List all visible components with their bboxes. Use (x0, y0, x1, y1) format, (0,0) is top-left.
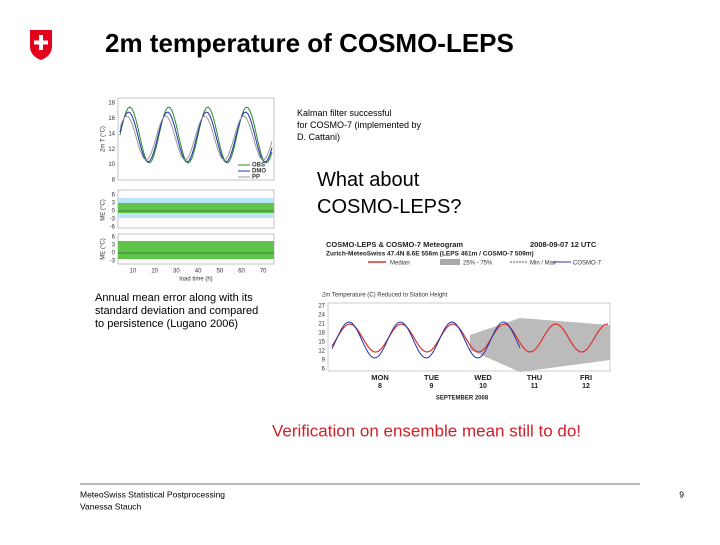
fig-run: 2008-09-07 12 UTC (530, 240, 597, 249)
date-label: 10 (479, 383, 487, 390)
tick-label: 6 (112, 193, 116, 199)
day-label: WED (474, 373, 492, 382)
date-label: 8 (378, 383, 382, 390)
day-label: THU (527, 373, 542, 382)
legend-label: 25% - 75% (463, 261, 493, 267)
title: 2m temperature of COSMO-LEPS (105, 28, 514, 58)
page-number: 9 (679, 489, 684, 499)
tick-label: 3 (112, 201, 116, 207)
tick-label: 6 (322, 367, 326, 373)
fig-title: COSMO-LEPS & COSMO-7 Meteogram (326, 240, 463, 249)
day-label: TUE (424, 373, 439, 382)
tick-label: 0 (112, 209, 116, 215)
month-label: SEPTEMBER 2008 (436, 396, 489, 402)
tick-label: 20 (151, 269, 158, 275)
tick-label: -3 (110, 259, 116, 265)
date-label: 9 (430, 383, 434, 390)
tick-label: 12 (318, 349, 325, 355)
tick-label: 16 (108, 116, 115, 122)
footer-text: Vanessa Stauch (80, 501, 142, 511)
legend-label: DMO (252, 169, 266, 175)
tick-label: 60 (238, 269, 245, 275)
todo-note: Verification on ensemble mean still to d… (272, 421, 581, 440)
logo (30, 30, 52, 60)
legend-label: Min / Max (530, 261, 556, 267)
tick-label: 70 (260, 269, 267, 275)
tick-label: 9 (322, 358, 326, 364)
axis-label: 2m T (°C) (101, 126, 107, 152)
text-block: Kalman filter successful for COSMO-7 (imp… (297, 108, 422, 142)
axis-label: ME (°C) (101, 238, 107, 259)
text-block: Annual mean error along with its standard… (95, 292, 258, 330)
tick-label: 12 (108, 147, 115, 153)
right-figure (315, 238, 613, 406)
tick-label: -3 (110, 217, 116, 223)
tick-label: 14 (108, 131, 115, 137)
tick-label: 18 (318, 331, 325, 337)
legend-label: COSMO-7 (573, 261, 602, 267)
panel-title: 2m Temperature (C) Reduced to Station He… (322, 293, 448, 299)
fig-station: Zurich-MeteoSwiss 47.4N 8.6E 556m (LEPS … (326, 251, 534, 258)
tick-label: 0 (112, 251, 116, 257)
tick-label: 18 (108, 101, 115, 107)
tick-label: 40 (195, 269, 202, 275)
date-label: 12 (582, 383, 590, 390)
legend-label: PP (252, 175, 260, 181)
date-label: 11 (531, 383, 539, 390)
tick-label: 24 (318, 313, 325, 319)
text-block: What about COSMO-LEPS? (317, 169, 461, 218)
axis-label: load time (h) (179, 277, 212, 283)
tick-label: 15 (318, 340, 325, 346)
tick-label: -6 (110, 225, 116, 231)
tick-label: 10 (130, 269, 137, 275)
day-label: MON (371, 373, 389, 382)
tick-label: 50 (216, 269, 223, 275)
footer-text: MeteoSwiss Statistical Postprocessing (80, 489, 225, 499)
left-figure (117, 97, 275, 265)
legend-label: OBS (252, 163, 265, 169)
day-label: FRI (580, 373, 592, 382)
tick-label: 10 (108, 162, 115, 168)
tick-label: 8 (112, 178, 116, 184)
legend-label: Median (390, 261, 410, 267)
tick-label: 27 (318, 304, 325, 310)
tick-label: 21 (318, 322, 325, 328)
tick-label: 30 (173, 269, 180, 275)
tick-label: 3 (112, 243, 116, 249)
tick-label: 6 (112, 235, 116, 241)
axis-label: ME (°C) (101, 199, 107, 220)
